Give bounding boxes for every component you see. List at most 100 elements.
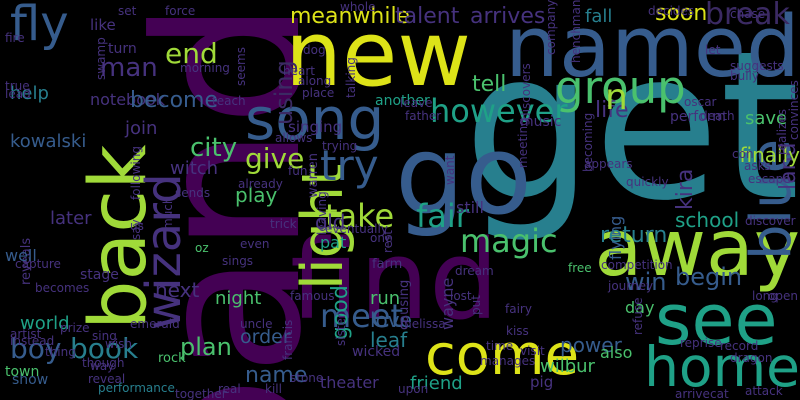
cloud-word: though [82,356,125,370]
cloud-word: fall [585,6,613,27]
cloud-word: become [130,88,219,113]
cloud-word: together [175,387,227,400]
cloud-word: win [625,268,667,296]
cloud-word: away [594,204,800,294]
cloud-word: suggests [730,59,784,73]
cloud-word: sends [175,186,211,200]
cloud-word: quickly [626,175,669,189]
cloud-word: kira [673,168,698,210]
cloud-word: farm [372,257,403,272]
cloud-word: give [245,142,305,175]
cloud-word: sings [222,254,254,268]
cloud-word: force [165,4,196,18]
cloud-word: friend [410,373,463,394]
cloud-word: name [245,363,308,388]
cloud-word: uncle [240,317,273,331]
cloud-word: school [675,208,740,232]
cloud-word: real [218,382,241,396]
cloud-word: wicked [352,344,401,360]
cloud-word: join [125,118,158,139]
cloud-word: competition [601,258,673,272]
cloud-word: meanwhile [290,4,411,29]
cloud-word: life [595,98,629,123]
cloud-word: break [705,0,790,32]
cloud-word: go [395,111,533,239]
cloud-word: night [215,288,262,309]
cloud-word: find [290,216,499,344]
cloud-word: show [12,372,49,388]
cloud-word: time [486,339,514,353]
cloud-word: city [190,133,238,163]
cloud-word: home [644,335,800,399]
cloud-word: journey [608,279,654,293]
cloud-word: trick [270,217,297,231]
cloud-word: plan [180,333,232,361]
cloud-word: fly [10,0,69,52]
cloud-word: trying [322,139,358,153]
cloud-word: upon [398,382,429,396]
cloud-word: leaf [370,328,408,352]
cloud-word: turn [108,41,137,57]
cloud-word: even [240,237,270,251]
cloud-word: appears [584,157,633,171]
cloud-word: order [240,326,291,348]
cloud-word: magic [460,222,558,260]
cloud-word: emerald [130,317,180,331]
cloud-word: return [600,223,668,248]
cloud-word: like [90,16,116,34]
cloud-word: convinces [787,80,800,140]
cloud-word: stone [290,371,324,385]
cloud-word: following [129,146,143,200]
cloud-word: begin [675,263,743,291]
cloud-word: decides [648,4,695,18]
cloud-word: company [544,0,558,56]
cloud-word: already [238,177,283,191]
cloud-word: escape [748,172,791,186]
cloud-word: song [245,85,385,153]
cloud-word: dog [303,43,326,57]
cloud-word: discover [745,214,796,228]
cloud-word: n [605,77,628,118]
cloud-word: singing [288,118,343,136]
cloud-word: group [555,61,686,114]
cloud-word: talent [395,4,460,29]
cloud-word: flying [606,215,625,260]
cloud-word: wish [105,337,133,351]
cloud-word: fire [5,31,25,45]
cloud-word: way [90,359,115,373]
cloud-word: help [10,83,49,104]
cloud-word: town [5,364,40,380]
cloud-word: seems [234,47,248,86]
cloud-word: power [560,333,622,357]
cloud-word: leave [400,96,433,110]
cloud-word: end [165,37,218,70]
cloud-word: dragon [730,351,773,365]
cloud-word: oscar [684,95,717,109]
cloud-word: kiss [506,324,529,338]
cloud-word: play [235,183,278,207]
cloud-word: capture [15,257,61,271]
cloud-word: performance [98,381,175,395]
cloud-word: day [625,298,655,317]
cloud-word: soon [655,1,708,26]
cloud-word: fun [288,164,308,178]
cloud-word: free [568,261,592,275]
cloud-word: notebook [90,90,166,109]
cloud-word: named [504,0,800,97]
cloud-word: set [118,4,137,18]
cloud-word: pat [320,233,347,252]
cloud-word: true [5,79,30,93]
cloud-word: sing [92,329,117,343]
cloud-word: henchman [569,0,583,64]
cloud-word: melissa [400,317,446,331]
cloud-word: run [370,288,401,309]
cloud-word: theater [320,373,379,392]
cloud-word: death [700,109,735,123]
cloud-word: try [320,141,379,190]
cloud-word: record [720,339,759,353]
cloud-word: rock [158,351,186,366]
cloud-word: morning [180,61,230,75]
cloud-word: arrive [675,387,710,400]
cloud-word: discovers [519,63,533,120]
